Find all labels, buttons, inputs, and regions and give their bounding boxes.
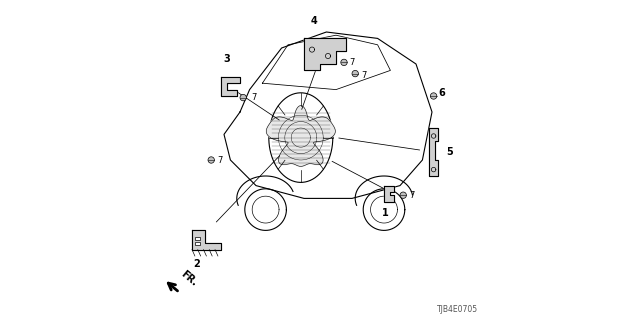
Text: 3: 3 — [224, 54, 230, 64]
Text: TJB4E0705: TJB4E0705 — [437, 305, 479, 314]
Text: 2: 2 — [193, 259, 200, 269]
Polygon shape — [429, 128, 438, 176]
Text: 5: 5 — [447, 147, 453, 157]
Polygon shape — [192, 230, 221, 250]
Text: 1: 1 — [382, 208, 389, 218]
Text: 7: 7 — [361, 71, 366, 80]
Circle shape — [400, 192, 406, 198]
Text: FR.: FR. — [179, 269, 200, 288]
Circle shape — [431, 93, 437, 99]
Text: 7: 7 — [409, 191, 414, 200]
Polygon shape — [221, 77, 240, 96]
Text: 7: 7 — [349, 58, 355, 67]
Circle shape — [208, 157, 214, 163]
Bar — [195, 242, 200, 245]
Polygon shape — [304, 38, 346, 70]
Circle shape — [352, 70, 358, 77]
Bar — [195, 237, 200, 240]
Circle shape — [341, 59, 347, 66]
Text: 6: 6 — [438, 88, 445, 98]
Polygon shape — [266, 106, 335, 166]
Circle shape — [240, 94, 246, 101]
Text: 7: 7 — [251, 93, 257, 102]
Polygon shape — [384, 186, 394, 202]
Text: 7: 7 — [217, 156, 222, 164]
Text: 4: 4 — [310, 16, 317, 26]
